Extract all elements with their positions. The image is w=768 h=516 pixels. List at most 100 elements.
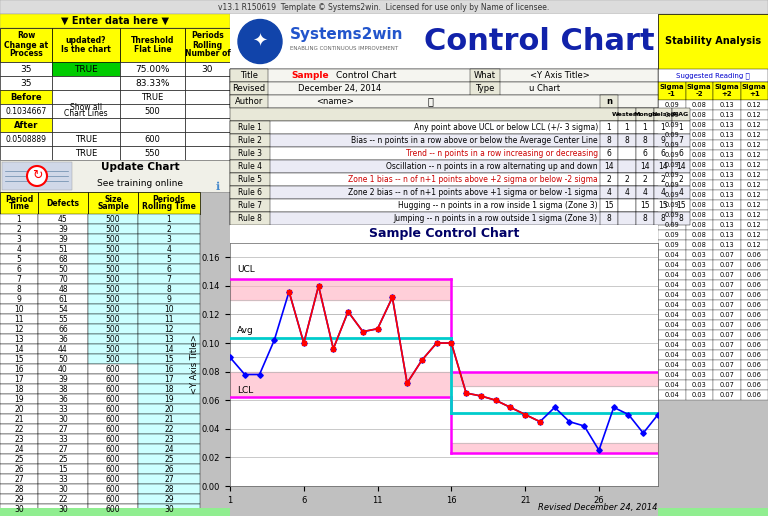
Bar xyxy=(230,134,658,147)
Text: 0.06: 0.06 xyxy=(746,302,762,308)
Bar xyxy=(138,394,200,404)
Text: 0.04: 0.04 xyxy=(664,292,679,298)
Text: Defects: Defects xyxy=(47,199,80,207)
Text: 11: 11 xyxy=(15,314,24,324)
Bar xyxy=(138,192,200,214)
Bar xyxy=(0,434,38,444)
Text: 7: 7 xyxy=(679,136,684,145)
Text: 600: 600 xyxy=(106,494,121,504)
Text: 3: 3 xyxy=(17,234,22,244)
Bar xyxy=(658,170,686,180)
Bar xyxy=(686,290,713,300)
Bar xyxy=(713,320,740,330)
Bar xyxy=(658,210,686,220)
Text: 600: 600 xyxy=(106,364,121,374)
Bar xyxy=(38,274,88,284)
Bar xyxy=(120,62,185,76)
Bar xyxy=(658,190,686,200)
Text: 🎓: 🎓 xyxy=(427,96,433,106)
Text: 9: 9 xyxy=(660,136,665,145)
Text: updated?: updated? xyxy=(66,36,106,45)
Text: Control Chart: Control Chart xyxy=(424,27,654,56)
Text: 30: 30 xyxy=(14,505,24,513)
Text: 0.13: 0.13 xyxy=(720,162,734,168)
Text: -2: -2 xyxy=(696,91,703,98)
Text: 600: 600 xyxy=(106,444,121,454)
Text: 33: 33 xyxy=(58,475,68,483)
Text: 28: 28 xyxy=(15,485,24,493)
Bar xyxy=(686,130,713,140)
Bar xyxy=(185,28,230,62)
Bar xyxy=(0,364,38,374)
Text: 2: 2 xyxy=(167,224,171,234)
Text: <name>: <name> xyxy=(316,97,354,106)
Bar xyxy=(138,494,200,504)
Bar xyxy=(38,344,88,354)
Bar xyxy=(636,147,654,160)
Text: 0.13: 0.13 xyxy=(720,222,734,228)
Text: 27: 27 xyxy=(14,475,24,483)
Bar xyxy=(52,132,120,146)
Text: 0.09: 0.09 xyxy=(664,152,679,158)
Bar xyxy=(686,280,713,290)
Text: ▼ Enter data here ▼: ▼ Enter data here ▼ xyxy=(61,16,169,26)
Bar xyxy=(0,354,38,364)
Text: 33: 33 xyxy=(58,405,68,413)
Text: 30: 30 xyxy=(58,505,68,513)
Bar xyxy=(88,264,138,274)
Bar xyxy=(38,464,88,474)
Text: Rule 2: Rule 2 xyxy=(238,136,262,145)
Bar xyxy=(658,260,686,270)
Text: 4: 4 xyxy=(167,245,171,253)
Text: 2: 2 xyxy=(607,175,611,184)
Text: 15: 15 xyxy=(604,201,614,210)
Text: 0.06: 0.06 xyxy=(746,332,762,338)
Bar xyxy=(658,14,768,69)
Text: 500: 500 xyxy=(106,314,121,324)
Bar xyxy=(52,76,120,90)
Bar xyxy=(230,95,658,108)
Bar xyxy=(88,424,138,434)
Text: 0.09: 0.09 xyxy=(664,242,679,248)
Bar xyxy=(740,170,768,180)
Bar xyxy=(658,160,686,170)
Text: 1: 1 xyxy=(660,123,665,132)
Text: Is the chart: Is the chart xyxy=(61,45,111,54)
Bar xyxy=(686,220,713,230)
Bar xyxy=(658,140,686,150)
Text: 0.08: 0.08 xyxy=(692,132,707,138)
Bar xyxy=(713,180,740,190)
Text: 600: 600 xyxy=(106,425,121,433)
Bar xyxy=(0,394,38,404)
Text: 12: 12 xyxy=(164,325,174,333)
Text: 0.12: 0.12 xyxy=(746,232,762,238)
Text: 1: 1 xyxy=(167,215,171,223)
Bar xyxy=(138,444,200,454)
Text: 14: 14 xyxy=(604,162,614,171)
Bar xyxy=(120,104,185,118)
Bar xyxy=(138,374,200,384)
Text: Size: Size xyxy=(104,195,122,204)
Bar xyxy=(38,354,88,364)
Text: Revised December 24, 2014: Revised December 24, 2014 xyxy=(538,503,658,512)
Text: 0.1034667: 0.1034667 xyxy=(5,106,47,116)
Text: 8: 8 xyxy=(607,136,611,145)
Text: 9: 9 xyxy=(17,295,22,303)
Text: 500: 500 xyxy=(106,254,121,264)
Text: 14: 14 xyxy=(658,162,668,171)
Text: 48: 48 xyxy=(58,284,68,294)
Bar xyxy=(0,384,38,394)
Text: 0.09: 0.09 xyxy=(664,112,679,118)
Text: 8: 8 xyxy=(607,214,611,223)
Bar xyxy=(138,484,200,494)
Bar xyxy=(686,230,713,240)
Bar xyxy=(0,464,38,474)
Bar xyxy=(0,504,38,514)
Bar xyxy=(636,212,654,225)
Bar xyxy=(658,100,686,110)
Text: Title: Title xyxy=(240,71,258,80)
Bar xyxy=(686,82,713,100)
Text: 22: 22 xyxy=(15,425,24,433)
Bar xyxy=(618,199,636,212)
Text: 8: 8 xyxy=(17,284,22,294)
